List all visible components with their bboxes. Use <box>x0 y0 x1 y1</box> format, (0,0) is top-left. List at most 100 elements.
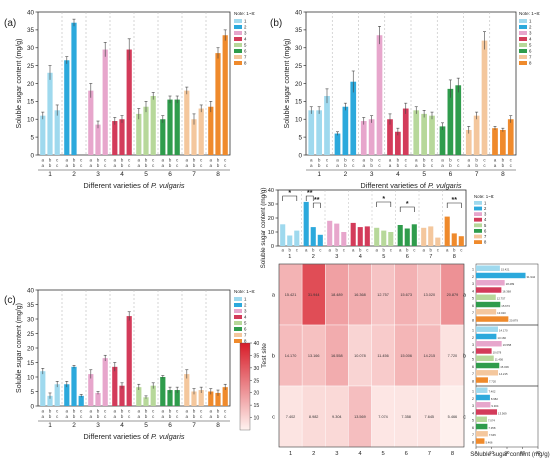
site-label: a <box>463 293 466 299</box>
cell-value: 5.466 <box>448 415 458 419</box>
legend-entry: 7 <box>244 55 247 60</box>
bar <box>476 316 509 322</box>
x-axis-label-text: Different varieties of <box>83 181 151 190</box>
sub-label: b <box>449 158 452 163</box>
panel-label: (b) <box>270 18 282 29</box>
sub-label: a <box>389 158 392 163</box>
bar <box>316 110 322 155</box>
sub-label: c <box>200 409 203 414</box>
group-label: 6 <box>168 171 172 178</box>
legend-swatch <box>474 223 482 228</box>
y-tick-label: 10 <box>27 117 35 124</box>
bar <box>476 355 494 361</box>
row-label: c <box>272 415 275 421</box>
sub-label: a <box>66 414 69 419</box>
legend-swatch <box>519 25 527 29</box>
sub-label: a <box>415 158 418 163</box>
bar <box>476 438 485 444</box>
sub-label: c <box>483 158 486 163</box>
sub-label: a <box>352 248 355 253</box>
sub-label: a <box>336 163 339 168</box>
group-label: 3 <box>96 422 100 429</box>
sub-label: a <box>281 248 284 253</box>
sub-label: a <box>441 158 444 163</box>
bar <box>71 366 77 406</box>
bar-value: 7.645 <box>489 433 496 437</box>
sub-label: a <box>90 158 93 163</box>
bar-value: 13.166 <box>497 336 506 340</box>
sub-label: a <box>90 414 93 419</box>
bar-value: 18.489 <box>506 282 515 286</box>
panel-a: 0510152025303540aabbcc1aabbcc2aabbcc3aab… <box>4 9 255 190</box>
bar-value: 14.215 <box>499 372 508 376</box>
row-label: 5 <box>472 419 474 423</box>
row-label: 7 <box>472 433 474 437</box>
sub-label: b <box>449 163 452 168</box>
y-tick-label: 25 <box>295 63 303 70</box>
bar <box>222 35 228 155</box>
bar <box>387 119 393 155</box>
y-axis-label: Test site <box>261 343 268 368</box>
bar <box>102 358 108 406</box>
y-tick-label: 10 <box>295 117 303 124</box>
cell-value: 13.166 <box>308 354 320 358</box>
legend-entry: 7 <box>529 55 532 60</box>
legend-entry: 4 <box>484 217 487 222</box>
bar <box>476 265 500 271</box>
bar <box>112 121 118 155</box>
bar <box>78 395 84 406</box>
significance-bracket <box>312 202 321 208</box>
y-tick-label: 40 <box>27 9 35 16</box>
row-label: 8 <box>472 318 474 322</box>
legend-swatch <box>474 212 482 216</box>
column-label: 2 <box>312 451 315 457</box>
bar-value: 13.020 <box>497 311 506 315</box>
legend-entry: 6 <box>529 49 532 54</box>
cell-value: 9.304 <box>332 415 342 419</box>
panel-label: (c) <box>4 295 16 306</box>
bar <box>476 326 498 332</box>
row-label: 8 <box>472 379 474 383</box>
group-label: 8 <box>453 254 456 260</box>
row-label: 8 <box>472 440 474 444</box>
bar <box>184 374 190 406</box>
group-label: 5 <box>382 254 385 260</box>
bar <box>150 96 156 155</box>
y-tick-label: 5 <box>30 134 34 141</box>
bar <box>364 226 370 246</box>
column-label: 8 <box>451 451 454 457</box>
sub-label: b <box>49 414 52 419</box>
cell-value: 11.456 <box>377 354 388 358</box>
sub-label: a <box>362 163 365 168</box>
sub-label: a <box>446 248 449 253</box>
bar <box>376 35 383 155</box>
sub-label: a <box>210 163 213 168</box>
sub-label: c <box>510 163 513 168</box>
bar <box>476 309 497 315</box>
bar-value: 15.421 <box>501 268 510 272</box>
legend-swatch <box>234 327 242 331</box>
sub-label: b <box>73 158 76 163</box>
group-label: 5 <box>144 422 148 429</box>
y-tick-label: 20 <box>27 345 35 352</box>
bar <box>342 106 349 155</box>
x-axis-label: Soluble sugar content (mg/g) <box>470 451 549 458</box>
legend-swatch <box>474 201 482 205</box>
row-label: 1 <box>472 268 474 272</box>
sub-label: c <box>366 248 369 253</box>
legend-entry: 8 <box>529 61 532 66</box>
group-label: 7 <box>429 254 432 260</box>
sub-label: b <box>336 248 339 253</box>
sub-label: c <box>510 158 513 163</box>
y-tick-label: 35 <box>27 302 35 309</box>
sub-label: b <box>383 248 386 253</box>
bar <box>88 374 94 406</box>
group-label: 4 <box>359 254 362 260</box>
bar-value: 15.673 <box>501 304 510 308</box>
bar <box>476 280 505 286</box>
sub-label: b <box>217 163 220 168</box>
row-label: a <box>272 293 276 299</box>
y-tick-label: 30 <box>295 45 303 52</box>
sub-label: c <box>405 158 408 163</box>
